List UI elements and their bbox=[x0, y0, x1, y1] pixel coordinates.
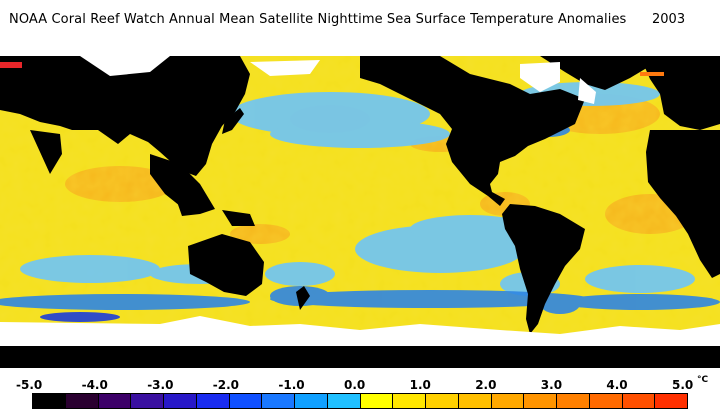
map-title: NOAA Coral Reef Watch Annual Mean Satell… bbox=[9, 12, 627, 27]
world-map bbox=[0, 34, 720, 368]
legend-swatch bbox=[196, 394, 230, 408]
legend-swatch bbox=[327, 394, 361, 408]
japan bbox=[222, 108, 244, 134]
antarctica bbox=[0, 346, 720, 368]
warm-arctic-patch-east bbox=[640, 72, 664, 76]
africa bbox=[646, 130, 720, 278]
legend-swatch bbox=[557, 394, 590, 408]
legend-tick-label: -4.0 bbox=[81, 378, 108, 392]
madagascar bbox=[704, 234, 714, 262]
legend-tick-label: 3.0 bbox=[540, 378, 563, 392]
legend-tick-label: 4.0 bbox=[606, 378, 628, 392]
legend-swatch bbox=[622, 394, 656, 408]
sea-ice bbox=[0, 34, 720, 346]
north-america bbox=[360, 56, 585, 206]
legend-tick-label: -1.0 bbox=[278, 378, 305, 392]
land-masses bbox=[0, 56, 720, 368]
new-zealand bbox=[296, 286, 310, 310]
legend-color-bar bbox=[32, 393, 688, 409]
india bbox=[30, 130, 62, 174]
sst-anomaly-map bbox=[0, 34, 720, 368]
legend-swatch bbox=[393, 394, 426, 408]
legend-swatch bbox=[491, 394, 525, 408]
legend-swatch bbox=[164, 394, 197, 408]
legend-tick-label: -5.0 bbox=[16, 378, 43, 392]
legend-tick-label: 0.0 bbox=[344, 378, 366, 392]
legend-swatch bbox=[295, 394, 328, 408]
south-america bbox=[502, 204, 585, 334]
legend-swatch bbox=[131, 394, 164, 408]
legend-tick-label: 5.0 bbox=[672, 378, 694, 392]
legend-unit: °C bbox=[697, 375, 709, 385]
legend-swatch bbox=[360, 394, 394, 408]
new-guinea bbox=[222, 210, 255, 226]
legend-tick-label: 1.0 bbox=[409, 378, 431, 392]
legend-swatch bbox=[262, 394, 295, 408]
legend-swatch bbox=[458, 394, 492, 408]
eurasia bbox=[0, 56, 250, 176]
legend-swatch bbox=[655, 394, 687, 408]
borneo bbox=[175, 196, 200, 216]
southeast-asia bbox=[150, 154, 215, 214]
cold-anomaly-patches bbox=[0, 123, 720, 314]
legend-tick-label: -2.0 bbox=[212, 378, 240, 392]
legend-tick-label: 2.0 bbox=[475, 378, 497, 392]
greenland bbox=[540, 56, 650, 90]
australia bbox=[188, 234, 264, 296]
legend-swatch bbox=[229, 394, 263, 408]
legend-swatch bbox=[65, 394, 99, 408]
warm-arctic-patch bbox=[0, 62, 22, 68]
map-year: 2003 bbox=[652, 12, 686, 27]
title-bar: NOAA Coral Reef Watch Annual Mean Satell… bbox=[0, 0, 720, 34]
legend-swatch bbox=[426, 394, 459, 408]
legend-tick-label: -3.0 bbox=[147, 378, 174, 392]
legend-swatch bbox=[98, 394, 132, 408]
color-scale-legend: -5.0 -4.0 -3.0 -2.0 -1.0 0.0 1.0 2.0 3.0 4.0 5.0 °C bbox=[0, 372, 720, 411]
legend-swatch bbox=[524, 394, 557, 408]
legend-swatch bbox=[33, 394, 66, 408]
legend-swatch bbox=[589, 394, 623, 408]
